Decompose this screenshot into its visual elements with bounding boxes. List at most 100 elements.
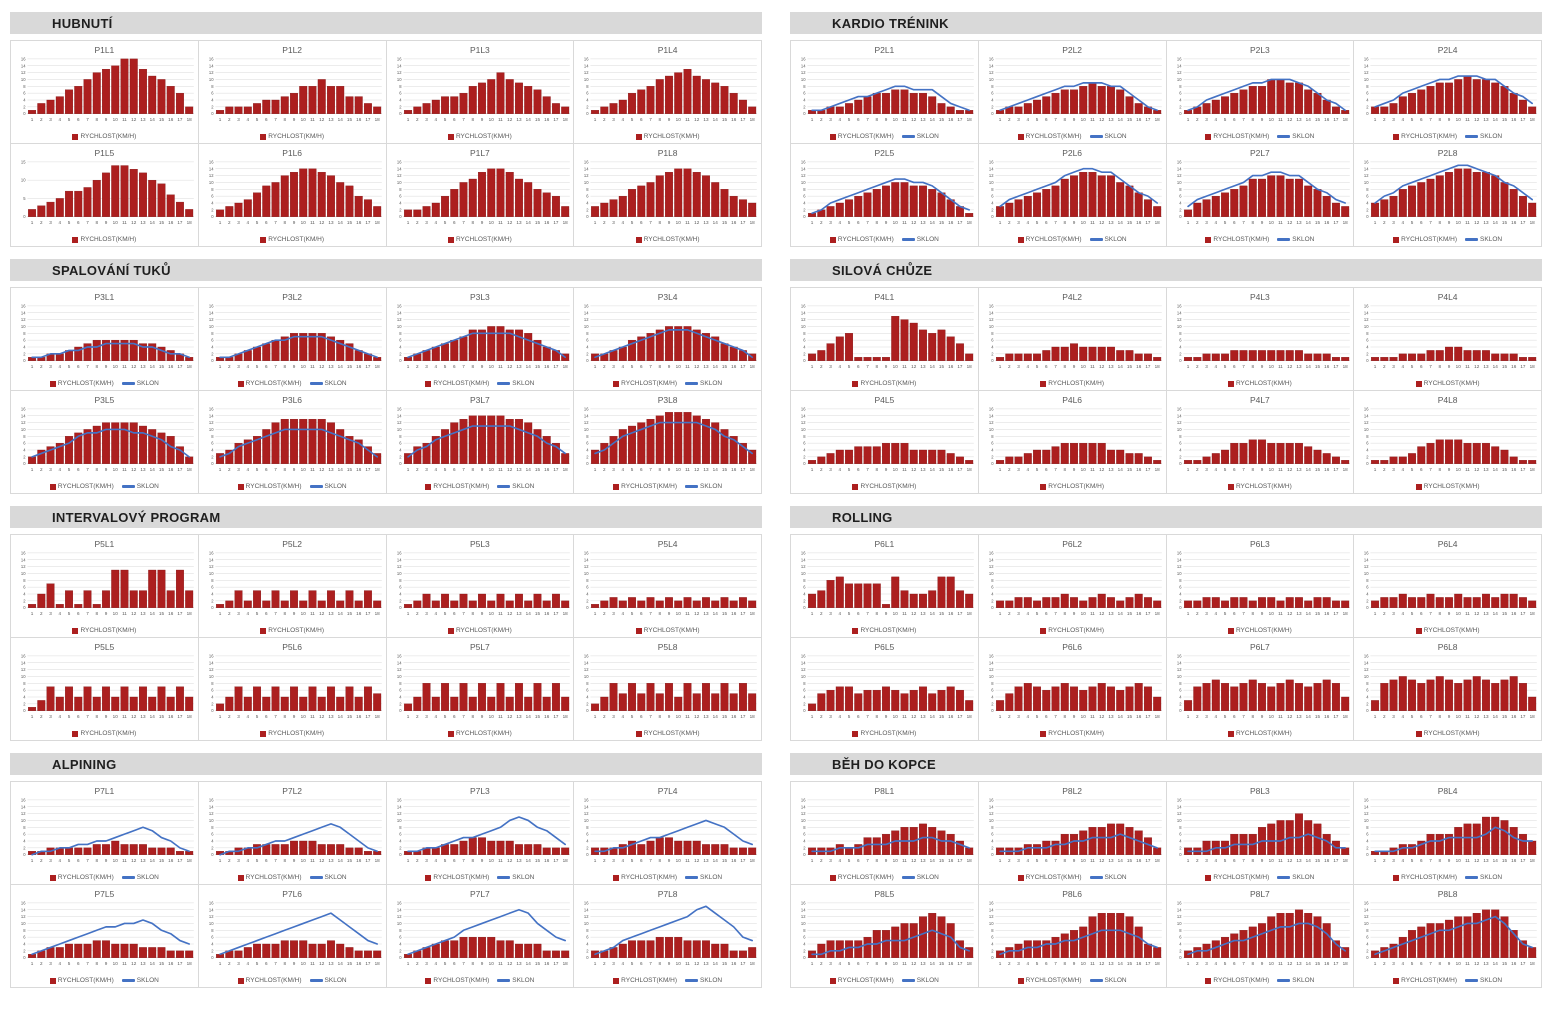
svg-text:4: 4 — [211, 839, 214, 844]
svg-text:0: 0 — [586, 111, 589, 116]
svg-text:4: 4 — [1402, 220, 1405, 225]
svg-text:4: 4 — [586, 448, 589, 453]
chart-legend: RYCHLOST(KM/H) — [13, 728, 196, 739]
svg-text:11: 11 — [1278, 961, 1283, 966]
svg-text:18: 18 — [1342, 117, 1348, 122]
chart-legend: RYCHLOST(KM/H) SKLON — [981, 872, 1164, 883]
bar-swatch-icon — [1415, 380, 1422, 387]
chart-P2L5: P2L5 16 14 12 10 8 6 4 2 0 1 2 3 4 5 6 7 8 9 10 11 12 13 14 15 16… — [791, 144, 978, 247]
bar-swatch-icon — [260, 236, 267, 243]
svg-text:2: 2 — [1179, 598, 1182, 603]
chart-legend: RYCHLOST(KM/H) — [389, 234, 572, 245]
bars-series — [1371, 75, 1537, 114]
bars-series — [1371, 439, 1537, 464]
svg-text:6: 6 — [452, 364, 455, 369]
svg-text:1: 1 — [31, 467, 34, 472]
svg-text:9: 9 — [668, 961, 671, 966]
section-title: HUBNUTÍ — [52, 15, 113, 31]
svg-text:18: 18 — [187, 611, 193, 616]
svg-text:16: 16 — [801, 798, 806, 803]
svg-text:10: 10 — [113, 714, 119, 719]
svg-text:10: 10 — [989, 674, 994, 679]
svg-text:14: 14 — [1305, 714, 1311, 719]
svg-text:9: 9 — [1448, 714, 1451, 719]
bars-series — [1371, 168, 1537, 217]
line-swatch-icon — [685, 979, 699, 982]
svg-text:11: 11 — [685, 117, 690, 122]
svg-text:0: 0 — [23, 852, 26, 857]
svg-text:15: 15 — [1314, 714, 1320, 719]
legend-rychlost-label: RYCHLOST(KM/H) — [1235, 380, 1292, 388]
svg-text:2: 2 — [23, 845, 26, 850]
chart-legend: RYCHLOST(KM/H) — [1356, 728, 1539, 739]
svg-text:9: 9 — [292, 467, 295, 472]
svg-text:15: 15 — [1127, 117, 1133, 122]
svg-text:14: 14 — [713, 220, 719, 225]
svg-text:6: 6 — [211, 688, 214, 693]
svg-text:13: 13 — [1484, 858, 1490, 863]
svg-text:4: 4 — [991, 345, 994, 350]
svg-text:10: 10 — [300, 858, 306, 863]
chart-P4L1: P4L1 16 14 12 10 8 6 4 2 0 1 2 3 4 5 6 7 8 9 10 11 12 13 14 15 16… — [791, 288, 978, 391]
svg-text:14: 14 — [989, 310, 994, 315]
svg-text:6: 6 — [991, 91, 994, 96]
svg-text:2: 2 — [416, 961, 419, 966]
legend-sklon-label: SKLON — [324, 380, 347, 388]
svg-text:2: 2 — [586, 104, 589, 109]
svg-text:13: 13 — [516, 858, 522, 863]
svg-text:14: 14 — [209, 907, 214, 912]
svg-text:7: 7 — [86, 611, 89, 616]
svg-text:15: 15 — [939, 220, 945, 225]
svg-text:14: 14 — [584, 660, 589, 665]
bars-series — [808, 686, 974, 711]
svg-text:4: 4 — [1214, 220, 1217, 225]
legend-sklon: SKLON — [497, 874, 534, 881]
chart-P7L2: P7L2 16 14 12 10 8 6 4 2 0 1 2 3 4 5 6 7 8 9 10 11 12 13 14 15 16… — [198, 782, 386, 885]
svg-text:12: 12 — [584, 70, 589, 75]
svg-text:7: 7 — [1429, 467, 1432, 472]
svg-text:16: 16 — [1511, 220, 1517, 225]
bars-series — [591, 683, 757, 711]
legend-rychlost-label: RYCHLOST(KM/H) — [433, 977, 490, 985]
legend-rychlost: RYCHLOST(KM/H) — [829, 133, 894, 140]
svg-text:13: 13 — [1296, 714, 1302, 719]
svg-text:0: 0 — [1366, 852, 1369, 857]
chart-title: P4L5 — [874, 395, 895, 406]
chart-title: P1L7 — [469, 148, 490, 159]
svg-text:14: 14 — [150, 858, 156, 863]
svg-text:4: 4 — [1179, 345, 1182, 350]
legend-rychlost-label: RYCHLOST(KM/H) — [860, 730, 917, 738]
svg-text:17: 17 — [1333, 364, 1339, 369]
line-swatch-icon — [309, 876, 323, 879]
svg-text:9: 9 — [885, 220, 888, 225]
svg-text:8: 8 — [586, 331, 589, 336]
svg-text:4: 4 — [586, 345, 589, 350]
svg-text:8: 8 — [399, 187, 402, 192]
svg-text:12: 12 — [801, 173, 806, 178]
svg-text:12: 12 — [1287, 117, 1293, 122]
svg-text:2: 2 — [416, 611, 419, 616]
svg-text:7: 7 — [462, 467, 465, 472]
svg-text:16: 16 — [396, 901, 401, 906]
svg-text:10: 10 — [396, 818, 401, 823]
svg-text:4: 4 — [246, 220, 249, 225]
svg-text:12: 12 — [1176, 173, 1181, 178]
svg-text:2: 2 — [1366, 104, 1369, 109]
bars-series — [808, 576, 974, 608]
line-swatch-icon — [1465, 238, 1479, 241]
svg-text:17: 17 — [553, 858, 559, 863]
svg-text:5: 5 — [848, 611, 851, 616]
bars-series — [403, 168, 569, 217]
svg-text:4: 4 — [991, 98, 994, 103]
svg-text:16: 16 — [168, 220, 174, 225]
svg-text:7: 7 — [462, 961, 465, 966]
svg-text:13: 13 — [704, 858, 710, 863]
svg-text:11: 11 — [685, 220, 690, 225]
svg-text:18: 18 — [562, 961, 568, 966]
svg-text:14: 14 — [1117, 117, 1123, 122]
chart-title: P6L8 — [1437, 642, 1458, 653]
svg-text:16: 16 — [989, 56, 994, 61]
svg-text:10: 10 — [584, 324, 589, 329]
